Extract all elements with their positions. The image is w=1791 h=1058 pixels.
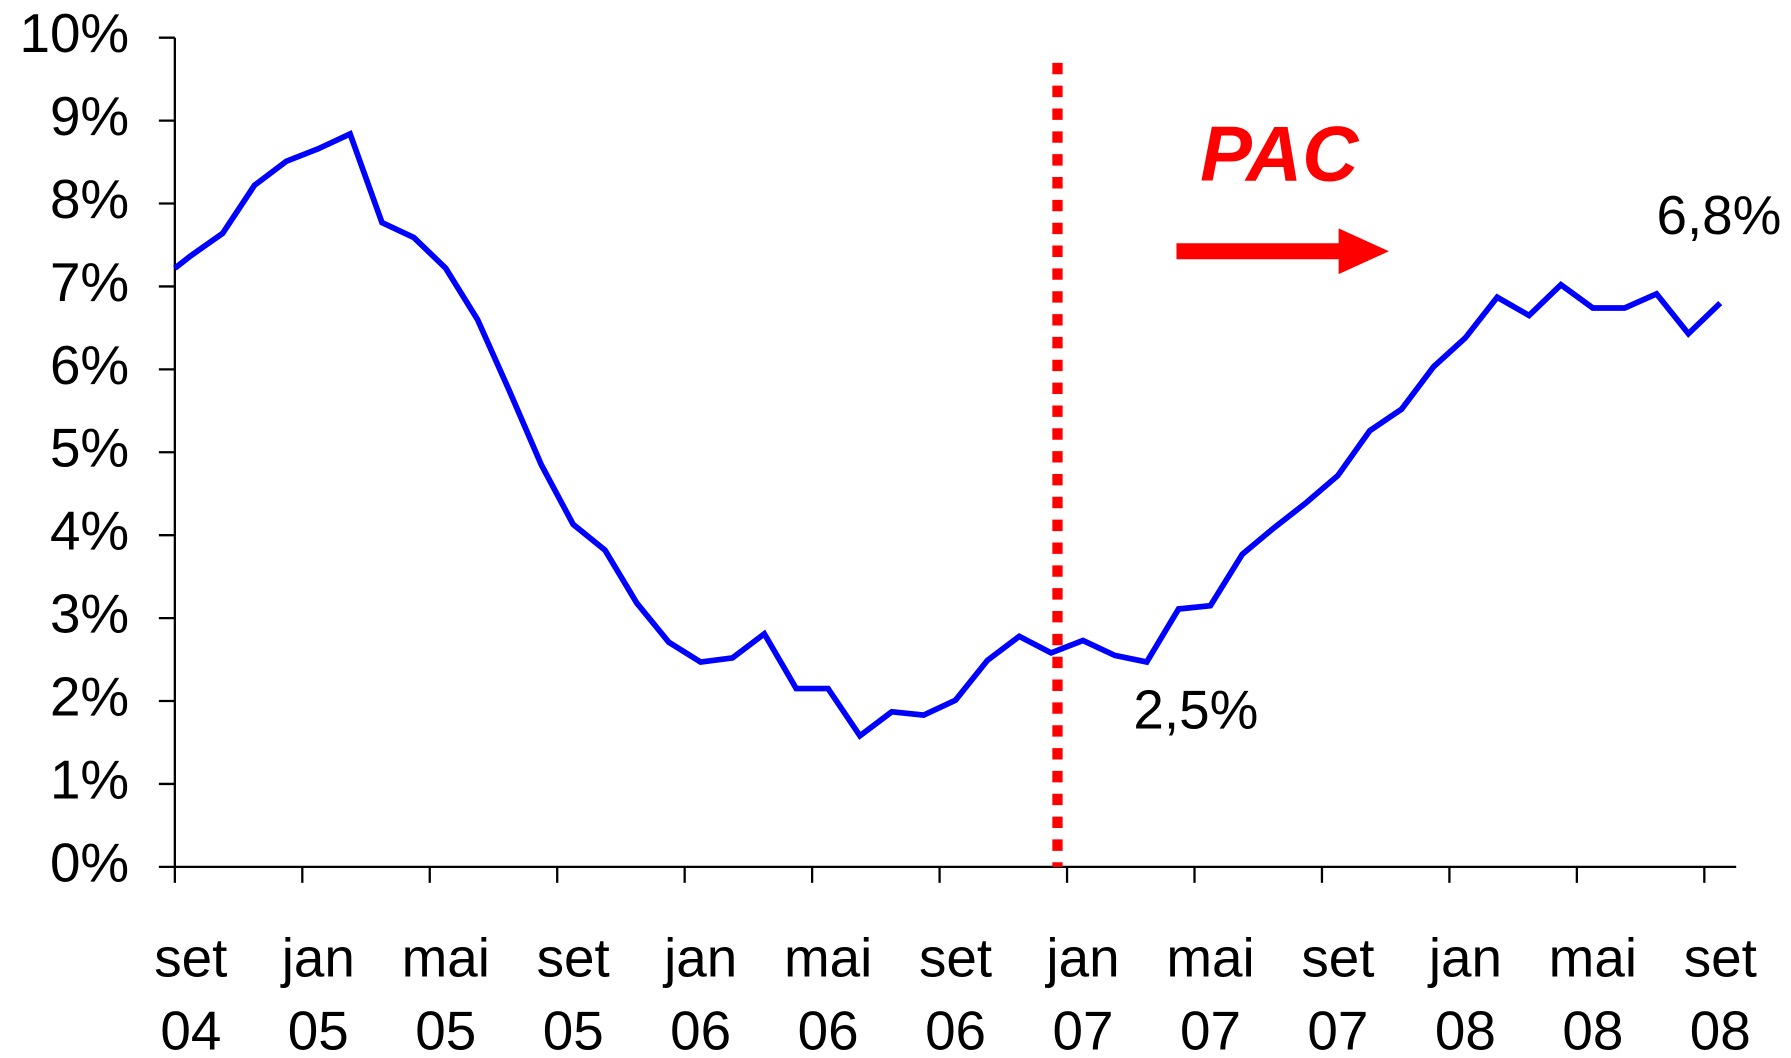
x-tick-label: jan 06 <box>664 928 738 1058</box>
x-tick-label: set 04 <box>154 928 228 1058</box>
x-tick-label-box: mai 05 <box>401 928 490 1058</box>
x-tick-label: mai 07 <box>1166 928 1255 1058</box>
x-tick-label-box: jan 07 <box>1046 928 1120 1058</box>
x-tick-label-box: mai 07 <box>1166 928 1255 1058</box>
y-tick-label: 2% <box>50 665 129 727</box>
x-tick-label-box: jan 06 <box>664 928 738 1058</box>
x-tick-label-box: set 06 <box>919 928 993 1058</box>
x-tick-label: jan 05 <box>281 928 355 1058</box>
x-tick-label: set 08 <box>1683 928 1757 1058</box>
y-tick-label: 1% <box>50 748 129 810</box>
data-line <box>173 129 1723 740</box>
end-annotation: 6,8% <box>1656 184 1781 246</box>
x-tick-label-box: mai 08 <box>1548 928 1638 1058</box>
pac-arrow-head <box>1338 228 1389 275</box>
y-tick-label: 6% <box>50 334 129 396</box>
y-tick-label: 3% <box>50 583 129 645</box>
x-tick-label: set 05 <box>536 928 610 1058</box>
x-tick-label: mai 06 <box>783 928 873 1058</box>
x-tick-label-box: set 04 <box>154 928 228 1058</box>
y-tick-label: 4% <box>50 500 129 562</box>
x-tick-label-box: jan 05 <box>281 928 355 1058</box>
y-tick-label: 7% <box>50 251 129 313</box>
y-tick-label: 8% <box>50 168 129 230</box>
x-tick-label-box: set 08 <box>1683 928 1757 1058</box>
x-tick-label-box: mai 06 <box>783 928 873 1058</box>
y-tick-label: 5% <box>50 417 129 479</box>
y-tick-label: 0% <box>50 831 129 893</box>
y-tick-label: 9% <box>50 85 129 147</box>
x-tick-label: jan 08 <box>1428 928 1502 1058</box>
x-tick-label-box: set 05 <box>536 928 610 1058</box>
x-tick-label: set 06 <box>919 928 993 1058</box>
x-tick-label: jan 07 <box>1046 928 1120 1058</box>
x-tick-label: set 07 <box>1301 928 1375 1058</box>
pac-label: PAC <box>1200 111 1359 197</box>
start-annotation: 2,5% <box>1133 678 1258 740</box>
x-tick-label-box: set 07 <box>1301 928 1375 1058</box>
x-tick-label-box: jan 08 <box>1428 928 1502 1058</box>
y-tick-label: 10% <box>19 2 129 64</box>
x-tick-label: mai 05 <box>401 928 490 1058</box>
x-tick-label: mai 08 <box>1548 928 1638 1058</box>
